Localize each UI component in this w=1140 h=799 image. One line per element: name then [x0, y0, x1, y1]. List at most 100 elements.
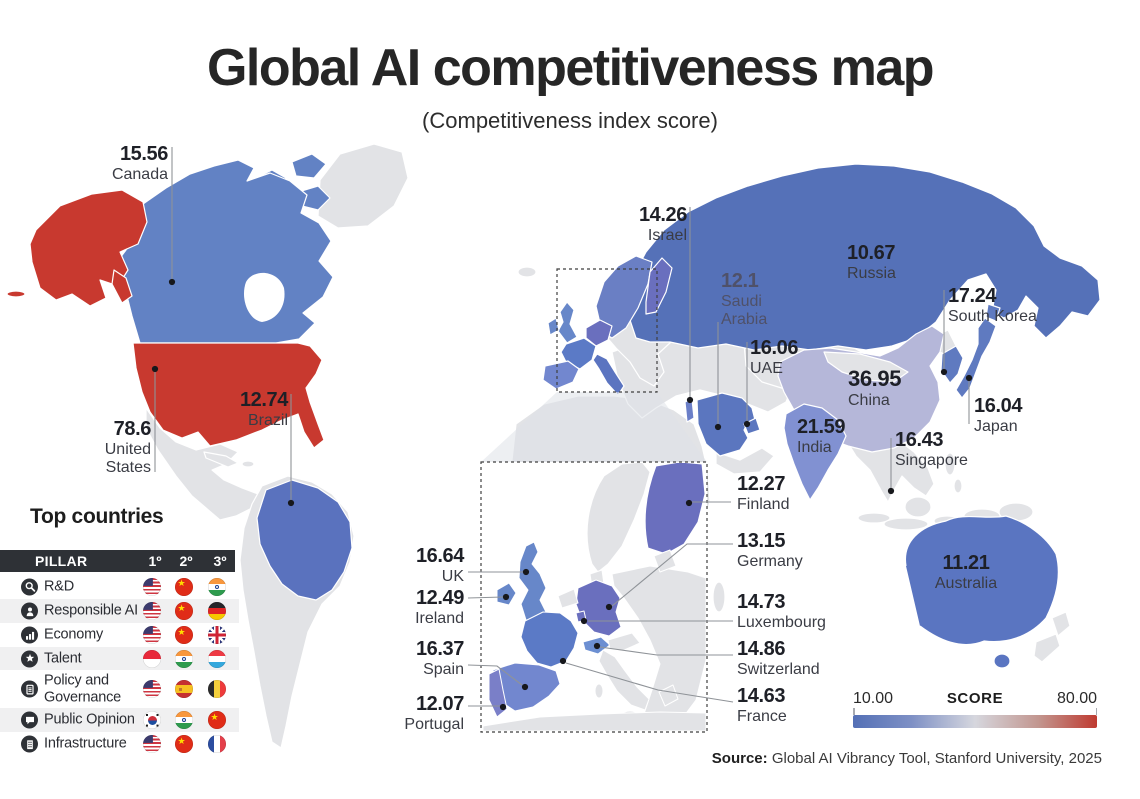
pillar-label: R&D — [44, 578, 75, 595]
pillar-label: Talent — [44, 650, 82, 667]
inset-austria — [607, 632, 641, 652]
island-madagascar — [712, 581, 726, 613]
top-countries-heading: Top countries — [30, 505, 164, 528]
country-australia — [904, 515, 1059, 646]
callout-dot-saudi-arabia — [714, 423, 722, 431]
table-body: R&D Responsible AI Economy Talent Policy and… — [0, 574, 247, 756]
callout-dot-brazil — [287, 499, 295, 507]
europe-focus-rect — [556, 268, 658, 393]
pillar-row: Policy and Governance — [0, 670, 239, 708]
callout-dot-finland — [685, 499, 693, 507]
pillar-row: R&D — [0, 574, 239, 599]
country-india — [783, 403, 847, 501]
callout-dot-switzerland — [593, 642, 601, 650]
flag-in-icon — [175, 649, 193, 668]
country-iceland — [517, 266, 537, 278]
region-iberia-main — [542, 360, 580, 390]
callout-dot-luxembourg — [580, 617, 588, 625]
country-brazil — [256, 479, 353, 601]
callout-dot-canada — [168, 278, 176, 286]
country-australia-tasmania — [993, 653, 1011, 669]
column-header-pillar: PILLAR — [35, 553, 88, 569]
flag-cn-icon — [175, 735, 193, 753]
hudson-bay — [243, 272, 285, 322]
legend-title: SCORE — [946, 690, 1004, 707]
country-new-zealand-south — [1033, 633, 1061, 663]
pillar-row: Public Opinion — [0, 708, 239, 732]
flag-lu-icon — [208, 649, 226, 668]
legend-max-tick — [1095, 708, 1097, 715]
callout-lines — [151, 147, 973, 711]
infrastructure-icon — [21, 735, 38, 753]
region-scandinavia — [595, 255, 653, 339]
flag-gb-icon — [208, 626, 226, 644]
source-prefix: Source: — [711, 750, 768, 767]
country-ireland-main — [547, 317, 560, 336]
callout-dot-japan — [965, 374, 973, 382]
inset-uk — [518, 541, 547, 625]
country-uk-main — [557, 301, 578, 344]
legend-min-tick — [853, 708, 855, 715]
pillar-label: Policy and Governance — [44, 672, 121, 705]
table-header: PILLAR 1º 2º 3º — [0, 550, 235, 572]
column-header-1st: 1º — [148, 553, 162, 569]
page-subtitle: (Competitiveness index score) — [422, 108, 718, 133]
score-legend: 10.00 SCORE 80.00 — [853, 690, 1097, 728]
inset-norway-sweden — [586, 463, 651, 573]
flag-es-icon — [175, 680, 193, 698]
callout-dot-uk — [522, 568, 530, 576]
country-canada — [113, 159, 334, 344]
flag-cn-icon — [175, 577, 193, 596]
flag-sg-icon — [143, 649, 161, 668]
flag-in-icon — [208, 577, 226, 596]
flag-us-icon — [143, 626, 161, 644]
callout-dot-singapore — [887, 487, 895, 495]
policy-governance-icon — [21, 680, 38, 698]
callout-dot-germany — [605, 603, 613, 611]
rd-icon — [21, 578, 38, 595]
callout-dot-israel — [686, 396, 694, 404]
callout-line-france — [565, 662, 734, 703]
callout-line-switzerland — [599, 646, 733, 656]
pillar-row: Infrastructure — [0, 732, 239, 756]
inset-north-africa — [482, 711, 706, 731]
flag-us-icon — [143, 735, 161, 753]
flag-cn-icon — [175, 626, 193, 644]
island-luzon — [944, 452, 956, 476]
flag-us-icon — [143, 602, 161, 620]
pillar-label: Responsible AI — [44, 602, 138, 619]
country-saudi-arabia — [696, 392, 756, 457]
flag-us-icon — [143, 680, 161, 698]
inset-benelux — [557, 588, 579, 609]
flag-in-icon — [175, 711, 193, 729]
callout-line-ireland — [467, 596, 504, 599]
pillar-label: Economy — [44, 626, 104, 643]
callout-dot-france — [559, 657, 567, 665]
pillar-label: Public Opinion — [44, 711, 135, 728]
country-finland-main — [645, 257, 673, 315]
region-yemen-oman — [715, 447, 775, 475]
scored-countries — [6, 153, 1101, 669]
inset-france — [520, 611, 579, 668]
aleutian-islands — [6, 290, 26, 298]
flag-us-icon — [143, 577, 161, 596]
country-japan-hokkaido — [985, 303, 1001, 322]
legend-max-value: 80.00 — [1056, 690, 1097, 707]
callout-dot-uae — [743, 420, 751, 428]
island-java — [883, 517, 929, 531]
flag-fr-icon — [208, 735, 226, 753]
country-mongolia — [823, 351, 909, 383]
country-new-zealand-north — [1051, 611, 1071, 637]
country-canada-island-2 — [291, 153, 327, 179]
inset-sardinia — [594, 683, 604, 699]
source-attribution: Source: Global AI Vibrancy Tool, Stanfor… — [712, 750, 1102, 767]
region-central-europe — [585, 319, 613, 347]
responsible-ai-icon — [21, 602, 38, 620]
inset-finland — [644, 463, 706, 555]
island-hispaniola — [241, 460, 255, 468]
score-gradient-bar — [853, 708, 1097, 728]
flag-kr-icon — [143, 711, 161, 729]
callout-line-spain — [467, 664, 523, 686]
